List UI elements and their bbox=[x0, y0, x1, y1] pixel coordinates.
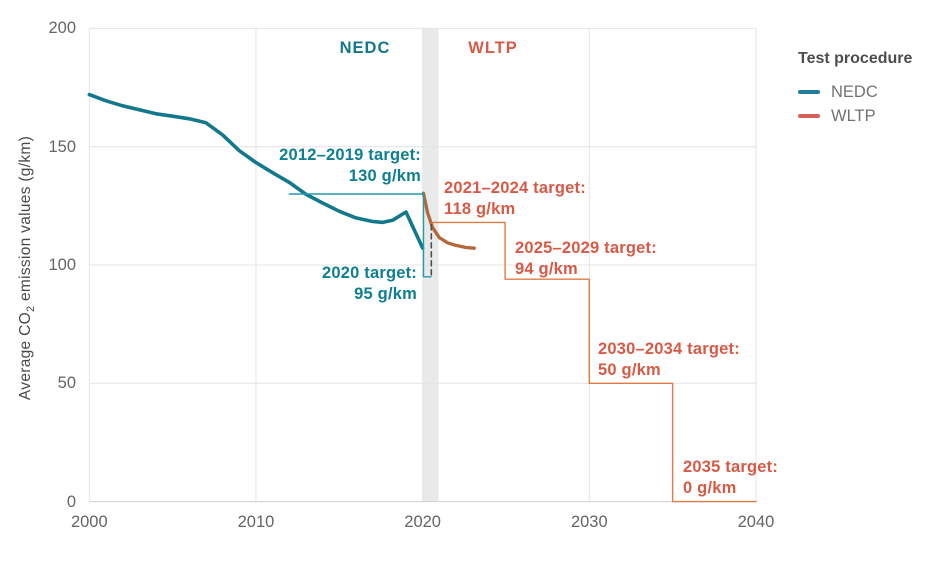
y-axis-title-units: emission values (g/km) bbox=[17, 135, 34, 306]
target-annotation: 2021–2024 target: 118 g/km bbox=[444, 178, 586, 220]
legend-item-nedc: NEDC bbox=[798, 80, 912, 104]
y-tick-label: 200 bbox=[48, 19, 76, 38]
target-annotation-line: 2035 target: bbox=[683, 458, 779, 476]
legend-items: NEDC WLTP bbox=[798, 80, 912, 128]
legend-title: Test procedure bbox=[798, 50, 913, 67]
legend-item-label: NEDC bbox=[831, 82, 878, 101]
target-annotation-line: 130 g/km bbox=[348, 167, 421, 185]
target-annotation-line: 50 g/km bbox=[598, 361, 661, 379]
y-tick-label: 50 bbox=[57, 374, 76, 393]
nedc-target-line-line bbox=[288, 193, 432, 278]
target-annotation-line: 2030–2034 target: bbox=[598, 340, 740, 358]
target-annotation: 2012–2019 target: 130 g/km bbox=[279, 145, 421, 187]
nedc-observed-emissions-line bbox=[87, 92, 425, 250]
target-annotation-line: 0 g/km bbox=[683, 479, 737, 497]
target-annotation-line: 2020 target: bbox=[321, 264, 417, 282]
target-annotation: 2020 target: 95 g/km bbox=[322, 263, 417, 305]
x-tick-label: 2010 bbox=[237, 513, 275, 531]
target-annotation-line: 95 g/km bbox=[354, 285, 417, 303]
phase-label-nedc: NEDC bbox=[339, 39, 391, 57]
wltp-observed-emissions-line bbox=[421, 191, 476, 250]
target-annotation: 2035 target: 0 g/km bbox=[683, 457, 778, 499]
target-annotation-line: 2025–2029 target: bbox=[515, 239, 657, 257]
legend-swatch-wltp-line-icon bbox=[798, 114, 820, 118]
x-tick-label: 2000 bbox=[70, 513, 108, 531]
target-annotation-line: 118 g/km bbox=[444, 200, 516, 218]
legend-swatch-nedc-line-icon bbox=[798, 90, 820, 94]
wltp-target-line-line bbox=[431, 221, 757, 503]
y-tick-label: 150 bbox=[48, 137, 76, 156]
phase-label-wltp: WLTP bbox=[468, 39, 518, 57]
y-tick-label: 100 bbox=[48, 256, 76, 274]
legend-item-label: WLTP bbox=[831, 106, 876, 125]
target-annotation-line: 2012–2019 target: bbox=[279, 146, 421, 164]
legend-item-wltp: WLTP bbox=[798, 104, 912, 128]
y-axis-title-subscript: 2 bbox=[25, 305, 37, 313]
legend: Test procedure NEDC WLTP bbox=[798, 50, 912, 128]
target-annotation-line: 2021–2024 target: bbox=[444, 179, 586, 197]
target-annotation-line: 94 g/km bbox=[515, 260, 578, 278]
target-annotation: 2025–2029 target: 94 g/km bbox=[515, 238, 657, 280]
target-annotation: 2030–2034 target: 50 g/km bbox=[598, 339, 740, 381]
x-tick-label: 2030 bbox=[570, 513, 608, 531]
x-tick-label: 2020 bbox=[404, 513, 441, 531]
x-tick-label: 2040 bbox=[737, 513, 775, 531]
y-tick-label: 0 bbox=[66, 492, 76, 511]
